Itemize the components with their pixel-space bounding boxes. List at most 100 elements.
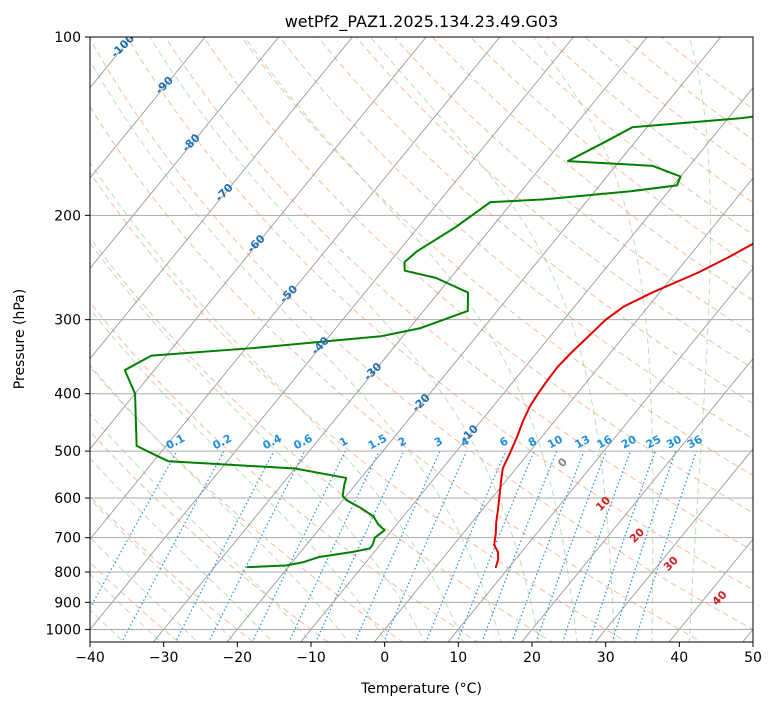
isotherm xyxy=(300,87,753,642)
dry-adiabat xyxy=(164,37,753,552)
dry-adiabat xyxy=(90,171,628,642)
x-tick-label: −30 xyxy=(149,650,179,666)
mixing-ratio-label: 3 xyxy=(432,434,445,449)
isotherm xyxy=(90,37,280,270)
moist-adiabat xyxy=(688,37,711,642)
isobars xyxy=(90,37,753,630)
isotherm xyxy=(90,37,427,450)
moist-adiabats xyxy=(90,37,711,642)
mixing-ratio-label: 0.2 xyxy=(211,432,234,453)
x-tick-label: 50 xyxy=(744,650,762,666)
mixing-ratio-label: 16 xyxy=(595,433,615,452)
isotherm xyxy=(447,267,753,642)
mixing-ratio-label: 1.5 xyxy=(366,432,389,453)
mixing-ratio-label: 2 xyxy=(396,434,409,449)
mixing-ratio-label: 0.6 xyxy=(291,432,315,453)
dry-adiabat xyxy=(279,37,753,440)
y-tick-label: 700 xyxy=(54,531,81,547)
isotherms xyxy=(0,10,753,654)
mixing-ratio-line xyxy=(425,450,507,642)
x-tick-label: −20 xyxy=(223,650,253,666)
chart-title: wetPf2_PAZ1.2025.134.23.49.G03 xyxy=(285,12,559,32)
x-tick-label: 10 xyxy=(449,650,467,666)
moist-adiabat xyxy=(90,161,464,642)
moist-adiabat xyxy=(244,37,578,642)
plot-area: 0.1 0.2 0.4 0.6 1 1.5 2 3 4 6 8 10 13 16 20 25 30 36-100-… xyxy=(0,10,753,654)
moist-adiabat xyxy=(149,37,540,642)
y-tick-label: 300 xyxy=(54,313,81,329)
dry-adiabat xyxy=(90,236,554,642)
isotherm xyxy=(0,10,6,654)
dry-adiabat xyxy=(126,37,753,591)
isotherm xyxy=(226,37,722,642)
dry-adiabat xyxy=(202,37,753,514)
moist-adiabat xyxy=(90,413,312,642)
dewpoint-line xyxy=(123,115,753,569)
mixing-ratio-line xyxy=(208,450,306,642)
temperature-line xyxy=(493,242,753,569)
mixing-ratio-line xyxy=(174,450,275,642)
mixing-ratio-line xyxy=(90,450,178,610)
y-axis-label: Pressure (hPa) xyxy=(12,289,28,389)
isotherm xyxy=(594,448,753,642)
y-tick-label: 1000 xyxy=(45,622,81,638)
isotherm xyxy=(373,177,753,642)
moist-adiabat xyxy=(90,536,199,642)
dry-adiabat xyxy=(431,37,753,301)
isotherm xyxy=(521,357,753,642)
y-tick-label: 900 xyxy=(54,595,81,611)
dry-adiabat-label: 40 xyxy=(710,588,730,608)
isotherm xyxy=(90,37,575,631)
mixing-ratio-label: 10 xyxy=(545,433,565,452)
moist-adiabat xyxy=(90,498,236,642)
isotherm xyxy=(90,37,501,540)
dry-adiabat xyxy=(90,561,180,642)
mixing-ratio-line xyxy=(251,450,346,642)
isotherm xyxy=(668,538,753,642)
mixing-ratio-line xyxy=(634,450,697,642)
dry-adiabat xyxy=(469,37,753,268)
dry-adiabat-label: 10 xyxy=(593,494,613,514)
mixing-ratio-label: 20 xyxy=(619,433,639,452)
y-tick-label: 400 xyxy=(54,387,81,403)
dry-adiabat-label: 0 xyxy=(555,455,570,470)
dry-adiabat xyxy=(317,37,753,404)
dry-adiabat xyxy=(546,37,753,204)
dry-adiabat xyxy=(90,430,329,642)
dry-adiabat xyxy=(90,366,404,642)
mixing-ratio-label: 36 xyxy=(685,433,705,452)
dry-adiabat xyxy=(240,37,753,477)
mixing-ratio-label: 0.4 xyxy=(261,432,285,453)
mixing-ratio-line xyxy=(121,450,225,642)
dry-adiabat xyxy=(90,37,753,630)
dry-adiabat xyxy=(507,37,753,236)
y-tick-label: 500 xyxy=(54,444,81,460)
mixing-ratio-line xyxy=(611,450,677,642)
dry-adiabat xyxy=(90,105,703,642)
y-tick-label: 600 xyxy=(54,491,81,507)
mixing-ratio-label: 6 xyxy=(497,434,510,449)
mixing-ratio-lines xyxy=(90,450,697,642)
mixing-ratio-line xyxy=(481,450,558,642)
x-axis-ticks: −40 −30 −20 −10 0 10 20 30 40 50 xyxy=(75,642,762,666)
x-tick-label: −40 xyxy=(75,650,105,666)
dry-adiabat xyxy=(90,495,255,642)
mixing-ratio-line xyxy=(315,450,405,642)
mixing-ratio-line xyxy=(511,450,585,642)
y-tick-label: 200 xyxy=(54,208,81,224)
dry-adiabat-label: 30 xyxy=(661,553,681,573)
dry-adiabats xyxy=(90,37,753,642)
isotherm xyxy=(90,37,206,179)
mixing-ratio-label: 30 xyxy=(664,433,684,452)
mixing-ratio-label: 1 xyxy=(337,434,350,449)
plot-frame xyxy=(89,36,754,643)
dry-adiabat xyxy=(355,37,753,370)
x-tick-label: 40 xyxy=(670,650,688,666)
mixing-ratio-label: 25 xyxy=(644,433,664,452)
moist-adiabat xyxy=(90,308,388,642)
dry-adiabat xyxy=(90,301,479,642)
mixing-ratio-line xyxy=(354,450,441,642)
mixing-ratio-line xyxy=(456,450,535,642)
moist-adiabat xyxy=(532,37,654,642)
